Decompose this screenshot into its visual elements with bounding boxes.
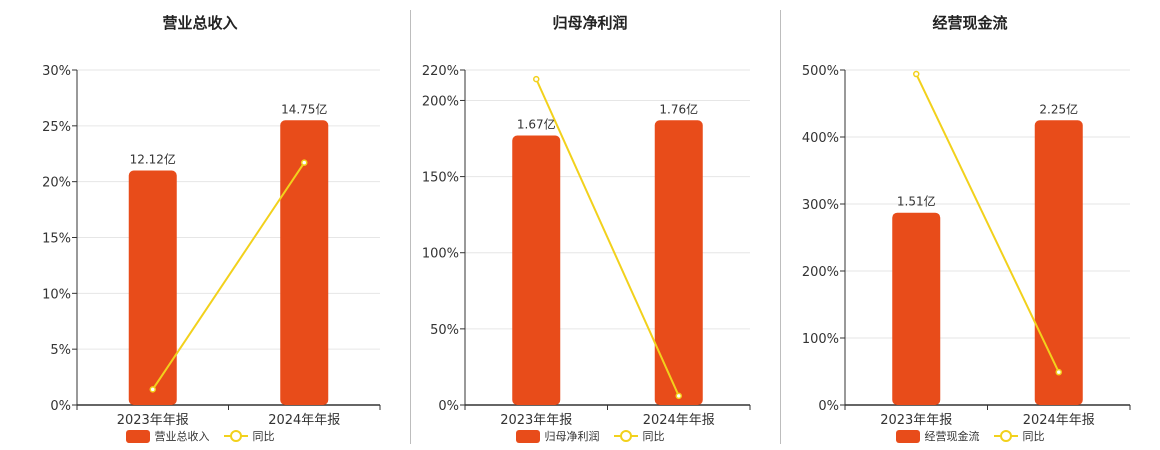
y-tick-label: 5% bbox=[50, 343, 71, 358]
legend-item-bar[interactable]: 归母净利润 bbox=[515, 428, 600, 444]
legend-bar-swatch bbox=[895, 429, 920, 443]
x-category-label: 2024年年报 bbox=[1023, 413, 1095, 428]
bar-value-label: 1.76亿 bbox=[659, 101, 698, 116]
bar-1 bbox=[280, 120, 329, 405]
y-tick-label: 15% bbox=[42, 232, 71, 247]
bar-value-label: 1.67亿 bbox=[517, 116, 556, 131]
bar-0 bbox=[892, 212, 941, 405]
bar-value-label: 2.25亿 bbox=[1039, 101, 1078, 116]
legend-bar-swatch bbox=[515, 429, 540, 443]
y-tick-label: 10% bbox=[42, 287, 71, 302]
yoy-point-0 bbox=[913, 70, 920, 78]
chart-panel-net-profit: 归母净利润 0% 50% 100% 150% 200% 220% 1.67亿 1.76亿 202… bbox=[400, 0, 780, 450]
y-tick-label: 500% bbox=[802, 64, 839, 79]
y-tick-label: 200% bbox=[802, 265, 839, 280]
chart-title: 经营现金流 bbox=[932, 14, 1008, 32]
y-tick-label: 100% bbox=[802, 332, 839, 347]
bar-value-label: 12.12亿 bbox=[130, 152, 176, 167]
y-tick-label: 150% bbox=[422, 171, 459, 186]
legend: 归母净利润 同比 bbox=[400, 428, 780, 444]
y-tick-label: 0% bbox=[818, 399, 839, 414]
y-tick-label: 220% bbox=[422, 64, 459, 79]
yoy-line bbox=[151, 162, 306, 390]
y-tick-label: 30% bbox=[42, 64, 71, 79]
legend-label: 营业总收入 bbox=[154, 430, 210, 443]
y-tick-label: 20% bbox=[42, 176, 71, 191]
x-category-label: 2023年年报 bbox=[500, 413, 572, 428]
chart-panel-revenue: 营业总收入 0% 5% 10% 15% 20% 25% 30% 12.12亿 14.75亿 202… bbox=[0, 0, 400, 450]
x-category-label: 2023年年报 bbox=[880, 413, 952, 428]
legend: 营业总收入 同比 bbox=[0, 428, 400, 444]
y-tick-label: 0% bbox=[50, 399, 71, 414]
legend-item-bar[interactable]: 经营现金流 bbox=[895, 428, 980, 444]
legend-line-swatch bbox=[613, 430, 638, 442]
x-category-label: 2024年年报 bbox=[268, 413, 340, 428]
y-tick-label: 100% bbox=[422, 247, 459, 262]
legend-label: 同比 bbox=[252, 430, 275, 443]
bar-value-label: 1.51亿 bbox=[897, 194, 936, 209]
legend-label: 归母净利润 bbox=[544, 430, 600, 443]
bar-0 bbox=[128, 170, 177, 405]
chart-title: 归母净利润 bbox=[552, 14, 628, 32]
panel-divider bbox=[780, 10, 781, 444]
legend-item-line[interactable]: 同比 bbox=[613, 428, 665, 444]
panel-divider bbox=[410, 10, 411, 444]
chart-panel-cash-flow: 经营现金流 0% 100% 200% 300% 400% 500% 1.51亿 2.25亿 20… bbox=[780, 0, 1160, 450]
yoy-line bbox=[915, 73, 1060, 373]
bar-1 bbox=[654, 120, 703, 405]
y-tick-label: 25% bbox=[42, 120, 71, 135]
yoy-point-1 bbox=[1055, 368, 1062, 376]
legend-item-line[interactable]: 同比 bbox=[993, 428, 1045, 444]
y-tick-label: 400% bbox=[802, 131, 839, 146]
yoy-line bbox=[535, 78, 680, 397]
legend-line-swatch bbox=[223, 430, 248, 442]
chart-svg: 0% 100% 200% 300% 400% 500% 1.51亿 2.25亿 2023年年报 2… bbox=[802, 64, 1131, 428]
legend-label: 同比 bbox=[1022, 430, 1045, 443]
chart-svg: 0% 50% 100% 150% 200% 220% 1.67亿 1.76亿 2023年年报 20… bbox=[422, 64, 751, 428]
yoy-point-1 bbox=[675, 392, 682, 400]
x-category-label: 2023年年报 bbox=[117, 413, 189, 428]
bar-0 bbox=[512, 135, 561, 405]
yoy-point-0 bbox=[533, 75, 540, 83]
chart-title: 营业总收入 bbox=[162, 14, 238, 32]
bar-1 bbox=[1034, 120, 1083, 405]
legend-line-swatch bbox=[993, 430, 1018, 442]
y-tick-label: 0% bbox=[438, 399, 459, 414]
bar-value-label: 14.75亿 bbox=[281, 101, 327, 116]
y-tick-label: 300% bbox=[802, 198, 839, 213]
yoy-point-1 bbox=[301, 159, 308, 166]
legend-label: 同比 bbox=[642, 430, 665, 443]
legend-item-line[interactable]: 同比 bbox=[223, 428, 275, 444]
x-category-label: 2024年年报 bbox=[643, 413, 715, 428]
yoy-point-0 bbox=[149, 386, 156, 393]
chart-svg: 0% 5% 10% 15% 20% 25% 30% 12.12亿 14.75亿 2023年年报 20… bbox=[42, 64, 381, 428]
legend: 经营现金流 同比 bbox=[780, 428, 1160, 444]
legend-bar-swatch bbox=[125, 429, 150, 443]
legend-label: 经营现金流 bbox=[924, 430, 980, 443]
legend-item-bar[interactable]: 营业总收入 bbox=[125, 428, 210, 444]
y-tick-label: 50% bbox=[430, 323, 459, 338]
y-tick-label: 200% bbox=[422, 94, 459, 109]
